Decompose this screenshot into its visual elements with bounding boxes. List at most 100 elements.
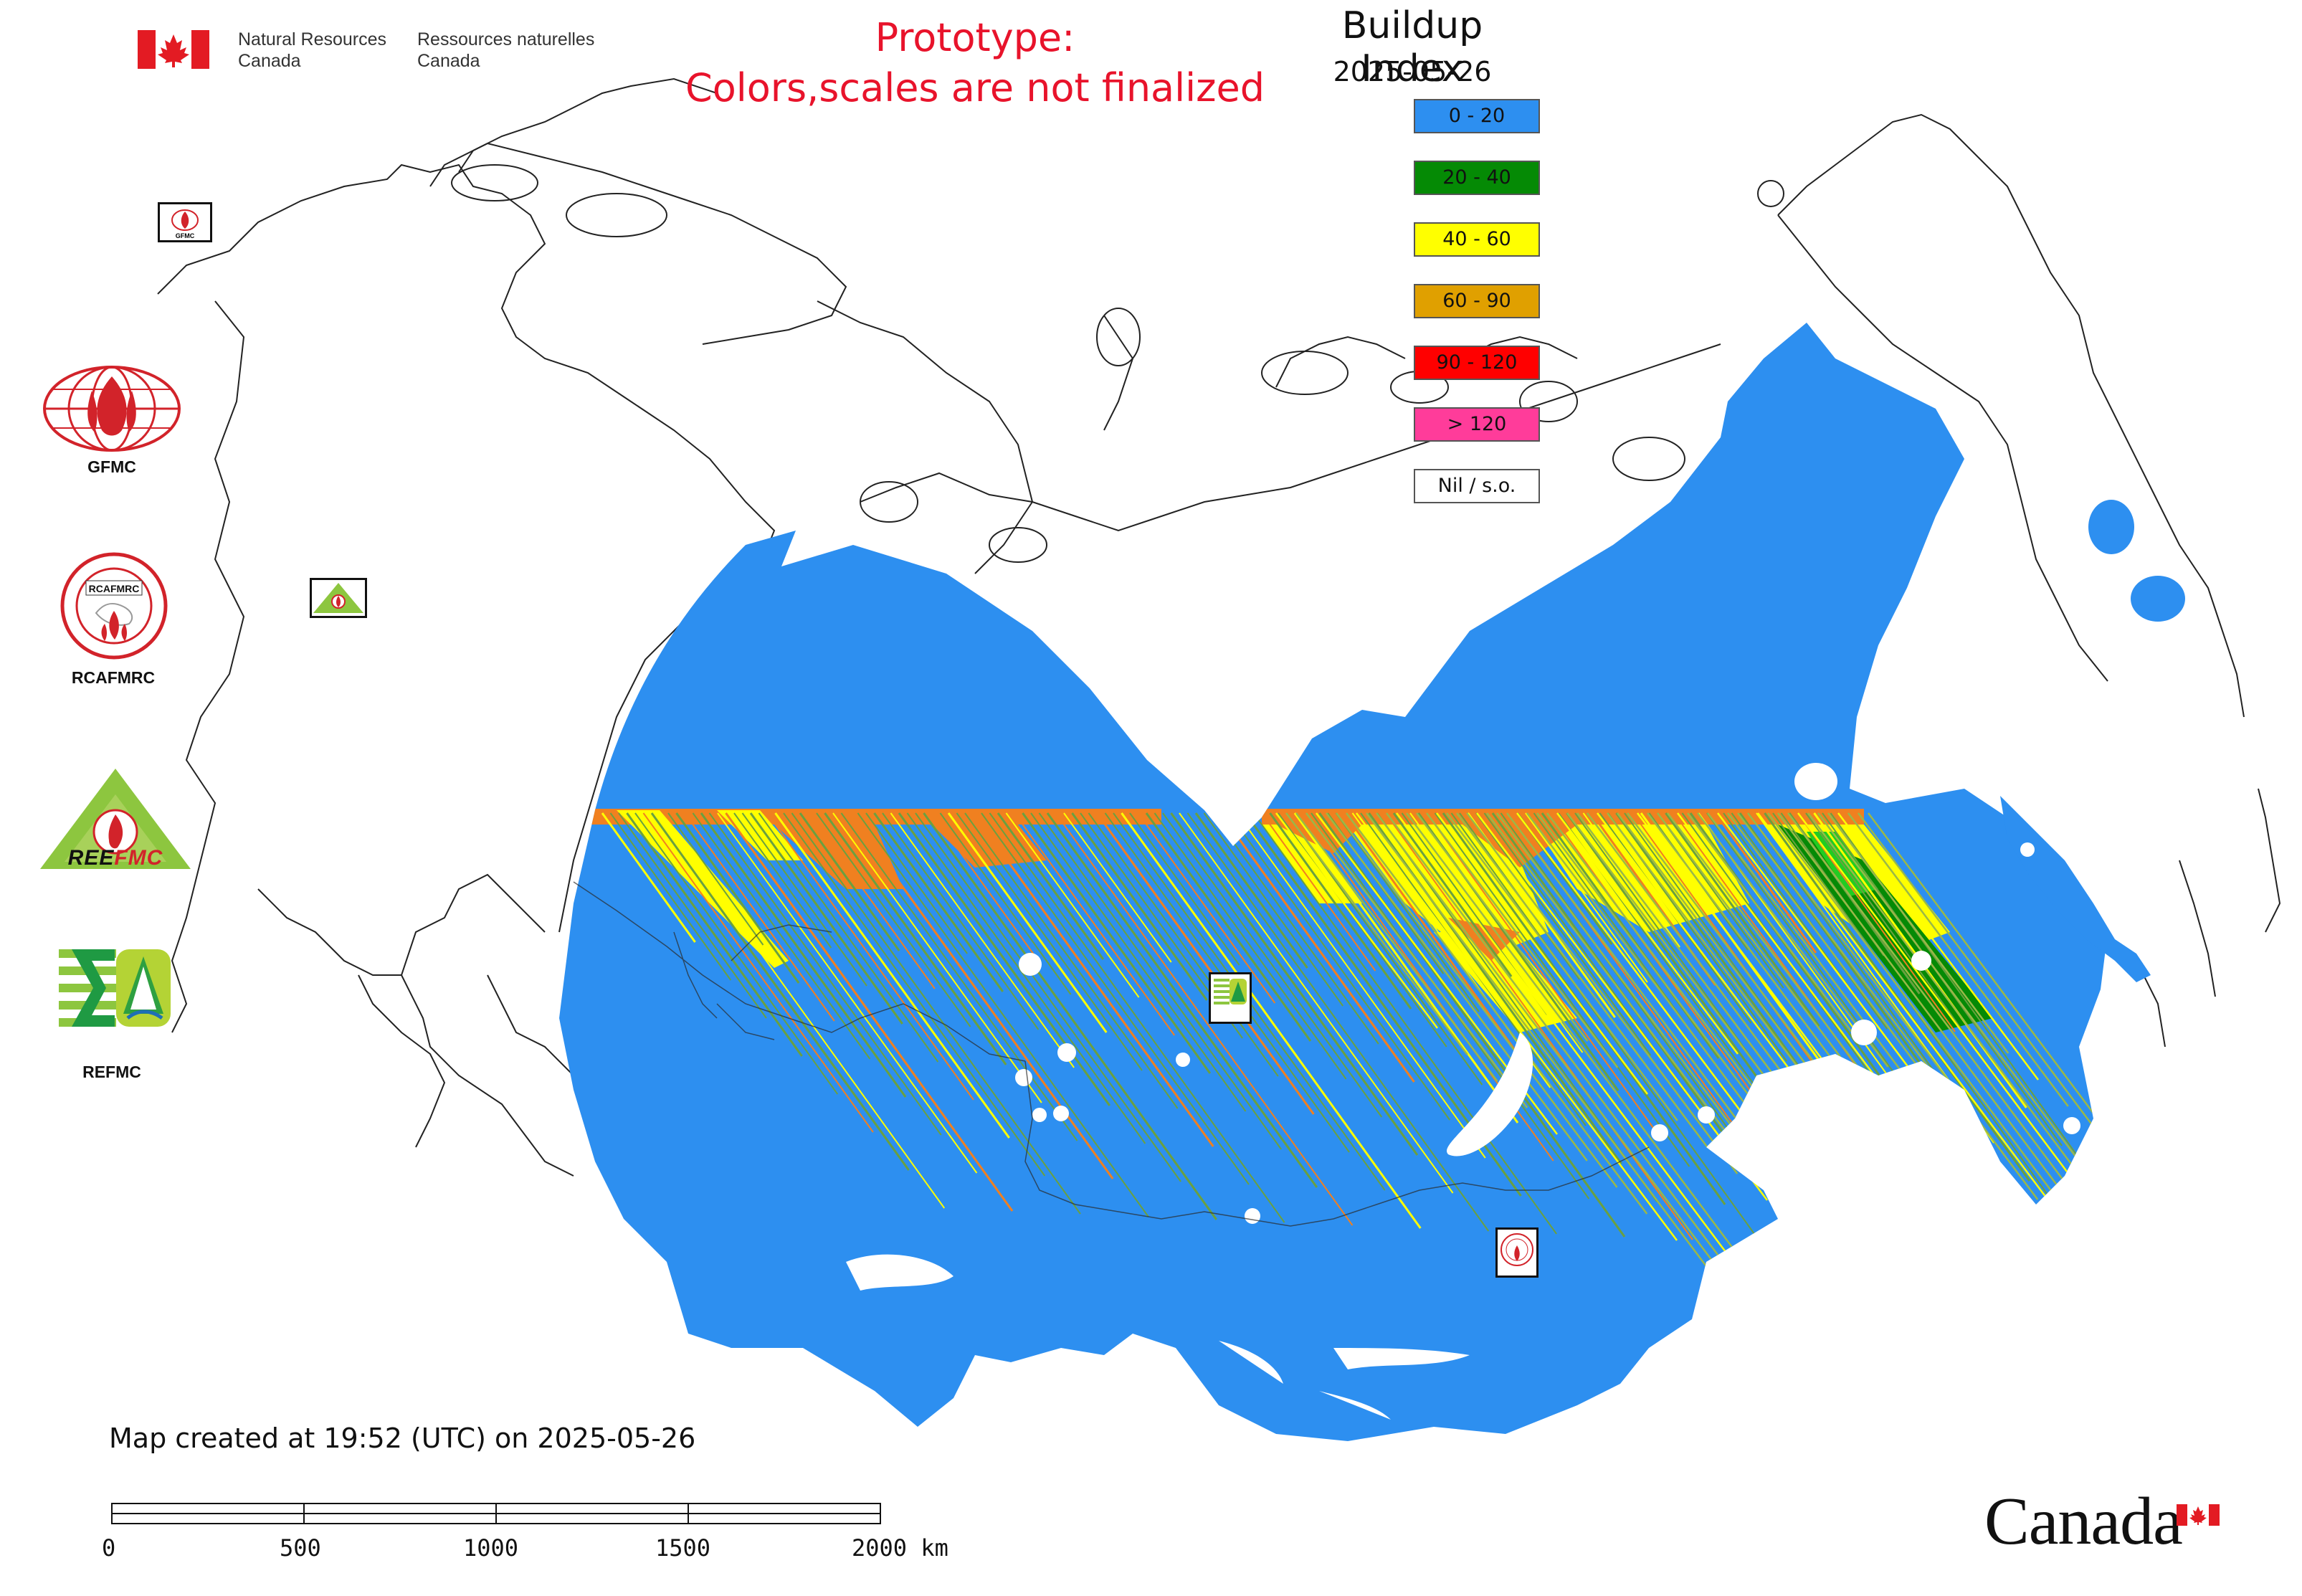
bui-streak-line — [1665, 812, 1820, 1027]
prototype-notice: Prototype: Colors,scales are not finaliz… — [645, 13, 1305, 113]
legend-date: 2025-05-26 — [1333, 56, 1492, 87]
bui-streak-line — [1767, 812, 2098, 1253]
legend-items: 0 - 20 20 - 40 40 - 60 60 - 90 90 - 120 … — [1414, 99, 1543, 515]
bui-streak-line — [873, 812, 1004, 992]
bui-streak-line — [1212, 812, 1379, 1045]
prototype-line2: Colors,scales are not finalized — [685, 65, 1265, 110]
bui-streak-line — [1764, 812, 2031, 1182]
bui-streak-line — [1687, 812, 1859, 1041]
bui-streak-line — [1858, 812, 2099, 1134]
bui-streak-line — [964, 812, 1179, 1109]
bui-streak-line — [1566, 812, 1769, 1081]
bui-streak-line — [758, 812, 939, 1063]
bui-streak-line — [684, 812, 835, 1022]
bui-streak-line — [923, 812, 1217, 1220]
legend-label: 20 - 40 — [1442, 166, 1511, 189]
bui-streak-line — [791, 812, 1081, 1215]
bui-streak-line — [609, 812, 732, 981]
bui-streak-line — [882, 812, 1040, 1030]
bui-streak-line — [1203, 812, 1343, 1007]
bui-streak-line — [783, 812, 1046, 1177]
bui-streak-line — [1868, 812, 2108, 1160]
reefmc-logo: REEFMC — [37, 766, 194, 875]
bui-streak-line — [1046, 812, 1318, 1188]
department-name-en: Natural Resources Canada — [238, 29, 386, 72]
bui-streak-line — [692, 812, 871, 1060]
bui-streak-line — [1343, 812, 1516, 1050]
bui-streak-line — [1275, 812, 1438, 1029]
bui-streak-line — [1576, 812, 1799, 1108]
bui-streak-line — [972, 812, 1214, 1147]
white-lakes — [846, 763, 2080, 1420]
refmc-logo — [59, 945, 171, 1034]
bui-streak-line — [848, 812, 1114, 1179]
bui-streak-line — [626, 812, 803, 1057]
legend-label: 90 - 120 — [1436, 351, 1518, 374]
bui-streak-line — [717, 812, 978, 1174]
bui-streak-line — [634, 812, 839, 1095]
bui-streak-line — [1426, 812, 1619, 1068]
bui-streak-line — [1129, 812, 1240, 966]
bui-streak-line — [1747, 812, 2039, 1200]
bui-streak-line — [675, 812, 800, 984]
bui-streak-line — [618, 812, 767, 1019]
bui-streak-line — [1179, 812, 1454, 1194]
bui-streak-line — [1797, 812, 1956, 1032]
bui-streak-line — [1446, 812, 1678, 1121]
department-fr-line1: Ressources naturelles — [417, 29, 595, 49]
bui-streak-line — [1154, 812, 1347, 1080]
bui-streak-line — [956, 812, 1143, 1071]
department-fr-line2: Canada — [417, 51, 480, 71]
bui-streak-line — [1807, 812, 2108, 1359]
canada-flag-logo — [138, 30, 209, 72]
bui-streak-line — [1827, 812, 2010, 1054]
bui-streak-line — [1847, 812, 2069, 1107]
scale-bar — [111, 1503, 881, 1524]
bui-streak-line — [1121, 812, 1422, 1229]
bui-streak-line — [1055, 812, 1354, 1226]
bui-streak-line — [1005, 812, 1140, 998]
bui-island-north — [2088, 500, 2134, 554]
refmc-map-marker — [1209, 972, 1252, 1024]
bui-streak-line — [1556, 812, 1739, 1055]
legend-item-20-40: 20 - 40 — [1414, 161, 1540, 195]
svg-text:GFMC: GFMC — [176, 232, 195, 239]
bui-streak-line — [1500, 812, 1759, 1170]
bui-streak-line — [1030, 812, 1247, 1112]
rcafmrc-logo: RCAFMRC — [60, 552, 168, 662]
bui-streak-line — [642, 812, 874, 1133]
gfmc-logo — [42, 362, 182, 458]
bui-streak-line — [1723, 812, 1852, 992]
bui-streak-line — [1805, 812, 1992, 1070]
department-en-line2: Canada — [238, 51, 301, 71]
rcafmrc-label: RCAFMRC — [71, 668, 156, 687]
bui-streak-line — [667, 812, 764, 946]
country-outlines — [157, 77, 2281, 1177]
legend-label: > 120 — [1447, 413, 1507, 435]
bui-streak-line — [832, 812, 1042, 1103]
bui-streak-line — [1384, 812, 1693, 1240]
svg-text:REEFMC: REEFMC — [68, 846, 163, 870]
scale-label-0: 0 — [102, 1534, 116, 1562]
bui-streak-line — [1137, 812, 1276, 1004]
bui-streak-line — [1837, 812, 2039, 1080]
bui-streak-line — [989, 812, 1285, 1223]
legend-label: 0 - 20 — [1448, 105, 1506, 127]
bui-streak-line — [997, 812, 1105, 960]
bui-streak-line — [1466, 812, 1739, 1174]
scale-label-1000: 1000 — [463, 1534, 519, 1562]
bui-streak-line — [824, 812, 1007, 1065]
legend-item-0-20: 0 - 20 — [1414, 99, 1540, 133]
bui-streak-line — [1376, 812, 1738, 1294]
legend-item-nil: Nil / s.o. — [1414, 469, 1540, 503]
bui-streak-line — [1252, 812, 1557, 1235]
bui-streak-line — [1095, 812, 1315, 1115]
bui-streak-line — [1336, 812, 1618, 1188]
bui-streak-line — [939, 812, 1072, 995]
bui-streak-line — [1366, 812, 1708, 1268]
bui-streak-line — [1714, 812, 1817, 954]
bui-streak-line — [1145, 812, 1312, 1042]
bui-streak-line — [840, 812, 1078, 1141]
bui-streak-line — [1269, 812, 1412, 1010]
